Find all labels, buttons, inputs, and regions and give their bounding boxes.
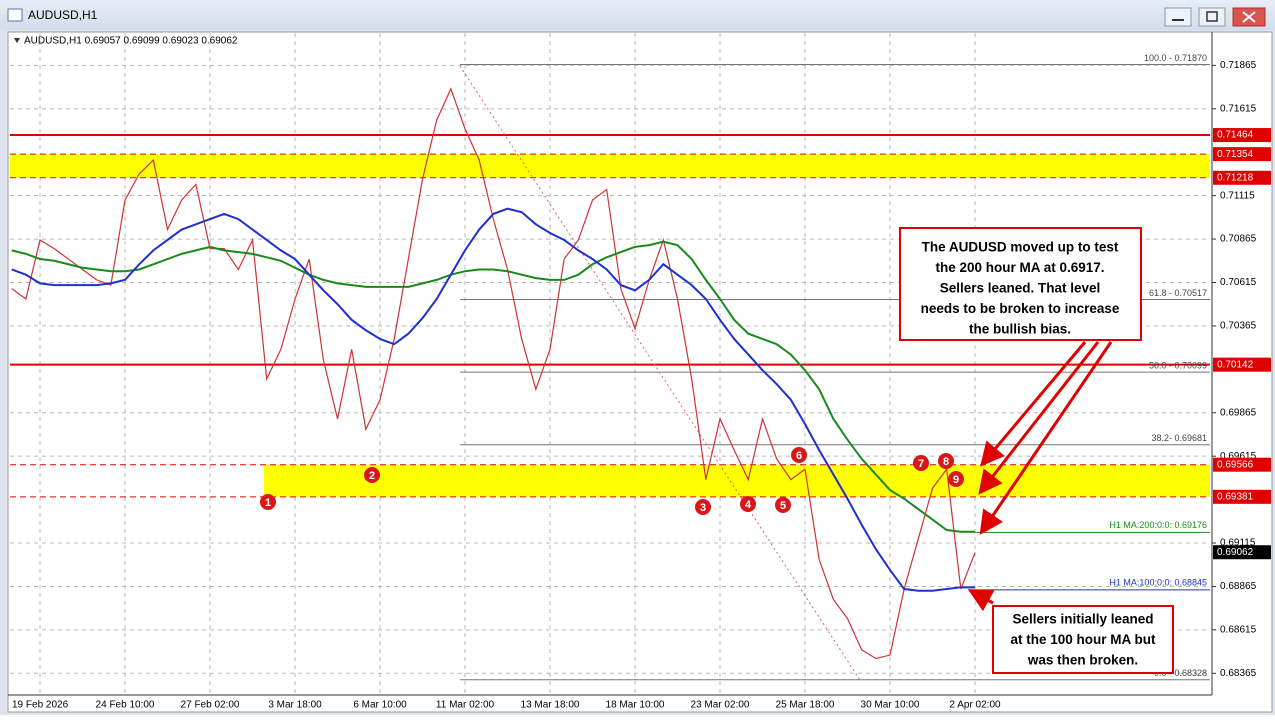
price-tag: [1213, 545, 1271, 560]
x-tick-label: 3 Mar 18:00: [268, 700, 322, 711]
marker: [740, 496, 756, 512]
x-tick-label: 30 Mar 10:00: [861, 700, 920, 711]
x-tick-label: 2 Apr 02:00: [949, 700, 1001, 711]
x-tick-label: 24 Feb 10:00: [96, 700, 155, 711]
marker: [938, 453, 954, 469]
price-tag: [1213, 147, 1271, 162]
y-tick-label: 0.69865: [1220, 407, 1257, 418]
x-tick-label: 11 Mar 02:00: [436, 700, 495, 711]
trend-line: [459, 65, 861, 681]
ma-label: H1 MA:200:0:0: 0.69176: [1109, 520, 1207, 530]
y-tick-label: 0.71115: [1220, 190, 1255, 201]
price-tag: [1213, 489, 1271, 504]
fib-label: 38.2- 0.69681: [1151, 433, 1207, 443]
zone: [10, 154, 1210, 178]
price-tag-label: 0.71464: [1217, 130, 1254, 141]
y-tick-label: 0.68365: [1220, 668, 1257, 679]
marker-label: 9: [953, 474, 959, 486]
price-tag-label: 0.70142: [1217, 359, 1254, 370]
price-tag-label: 0.71218: [1217, 172, 1254, 183]
annotation-text: The AUDUSD moved up to test: [922, 240, 1119, 255]
price-tag: [1213, 128, 1271, 143]
marker-label: 5: [780, 500, 786, 512]
price-tag: [1213, 357, 1271, 372]
annotation-text: the 200 hour MA at 0.6917.: [935, 260, 1104, 275]
price-tag-label: 0.69381: [1217, 491, 1254, 502]
marker-label: 2: [369, 470, 375, 482]
ma-label: H1 MA:100:0:0: 0.68845: [1109, 577, 1207, 587]
marker: [695, 499, 711, 515]
price-tag-label: 0.69566: [1217, 459, 1254, 470]
price-line: [11, 87, 976, 660]
y-tick-label: 0.71615: [1220, 103, 1257, 114]
annotation-text: needs to be broken to increase: [921, 301, 1120, 316]
info-triangle: [14, 38, 20, 43]
fib-label: 0.0 - 0.68328: [1154, 668, 1207, 678]
marker: [791, 447, 807, 463]
price-tag: [1213, 457, 1271, 472]
annotation-text: the bullish bias.: [969, 322, 1071, 337]
annotation-text: Sellers initially leaned: [1012, 612, 1153, 627]
zone: [263, 464, 1211, 497]
moving-average: [11, 207, 975, 592]
annotation-text: at the 100 hour MA but: [1010, 632, 1156, 647]
marker: [948, 471, 964, 487]
x-tick-label: 23 Mar 02:00: [691, 700, 750, 711]
marker: [913, 455, 929, 471]
fib-label: 100.0 - 0.71870: [1144, 53, 1207, 63]
y-tick-label: 0.70865: [1220, 234, 1257, 245]
y-tick-label: 0.70615: [1220, 277, 1257, 288]
marker-label: 6: [796, 450, 802, 462]
fib-label: 61.8 - 0.70517: [1149, 288, 1207, 298]
annotation-box: [899, 227, 1142, 341]
arrows: [967, 341, 1113, 612]
fib-label: 50.0 - 0.70099: [1149, 360, 1207, 370]
marker-label: 3: [700, 502, 706, 514]
marker-label: 8: [943, 456, 949, 468]
x-tick-label: 27 Feb 02:00: [181, 700, 240, 711]
app-icon: [7, 8, 23, 22]
annotation-box: [992, 605, 1174, 674]
x-tick-label: 19 Feb 2026: [12, 700, 69, 711]
marker: [775, 497, 791, 513]
marker: [260, 494, 276, 510]
maximize-button[interactable]: [1198, 7, 1226, 27]
y-tick-label: 0.69615: [1220, 451, 1257, 462]
price-tag-label: 0.69062: [1217, 547, 1254, 558]
x-tick-label: 13 Mar 18:00: [521, 700, 580, 711]
y-tick-label: 0.68865: [1220, 581, 1257, 592]
annotation-text: Sellers leaned. That level: [940, 281, 1101, 296]
marker-label: 7: [918, 458, 924, 470]
marker-label: 1: [265, 497, 271, 509]
y-tick-label: 0.69115: [1220, 538, 1256, 549]
price-tag-label: 0.71354: [1217, 149, 1254, 160]
x-tick-label: 18 Mar 10:00: [606, 700, 665, 711]
price-tag: [1213, 170, 1271, 185]
window-title: AUDUSD,H1: [28, 8, 98, 22]
moving-average: [11, 240, 975, 533]
y-tick-label: 0.70365: [1220, 321, 1257, 332]
y-tick-label: 0.71865: [1220, 60, 1257, 71]
minimize-button[interactable]: [1164, 7, 1192, 27]
marker: [364, 467, 380, 483]
title-bar: [0, 0, 1275, 30]
x-tick-label: 6 Mar 10:00: [353, 700, 407, 711]
chart-info: AUDUSD,H1 0.69057 0.69099 0.69023 0.6906…: [24, 36, 238, 47]
x-tick-label: 25 Mar 18:00: [776, 700, 835, 711]
marker-label: 4: [745, 499, 752, 511]
annotation-text: was then broken.: [1027, 653, 1138, 668]
y-tick-label: 0.68615: [1220, 625, 1257, 636]
